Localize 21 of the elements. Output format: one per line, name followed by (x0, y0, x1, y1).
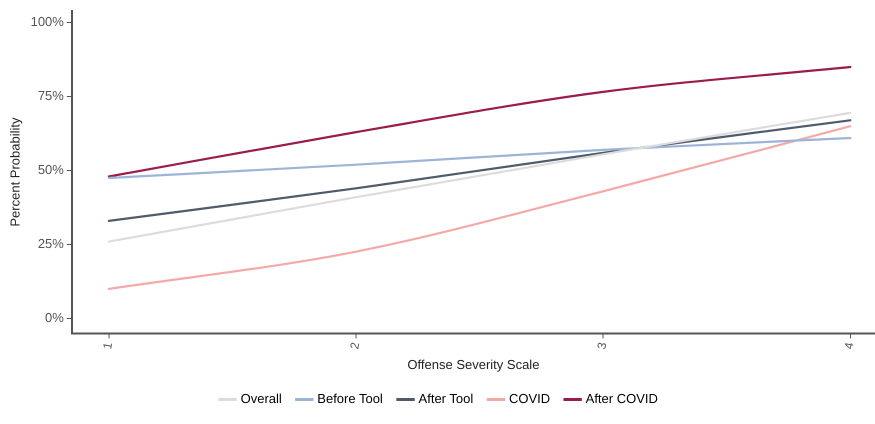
x-tick-label: 2 (347, 340, 362, 350)
y-axis-title: Percent Probability (7, 117, 22, 227)
line-series (108, 66, 852, 178)
y-tick-label: 25% (38, 236, 64, 252)
legend-label: COVID (508, 391, 550, 406)
y-tick-label: 50% (38, 162, 64, 178)
y-tick-label: 75% (38, 88, 64, 104)
x-tick-label: 1 (100, 340, 116, 350)
legend-label: After COVID (586, 391, 658, 406)
y-tick-label: 100% (30, 14, 64, 30)
line-series (108, 125, 852, 290)
legend-label: Before Tool (317, 391, 383, 406)
y-tick-label: 0% (45, 310, 64, 326)
legend-label: Overall (240, 391, 282, 406)
legend-label: After Tool (418, 391, 474, 406)
line-series (108, 112, 852, 243)
x-axis-title: Offense Severity Scale (407, 356, 540, 372)
x-tick-label: 4 (842, 340, 857, 350)
line-series (108, 136, 852, 180)
line-series (108, 119, 852, 222)
x-tick-label: 3 (594, 340, 610, 350)
